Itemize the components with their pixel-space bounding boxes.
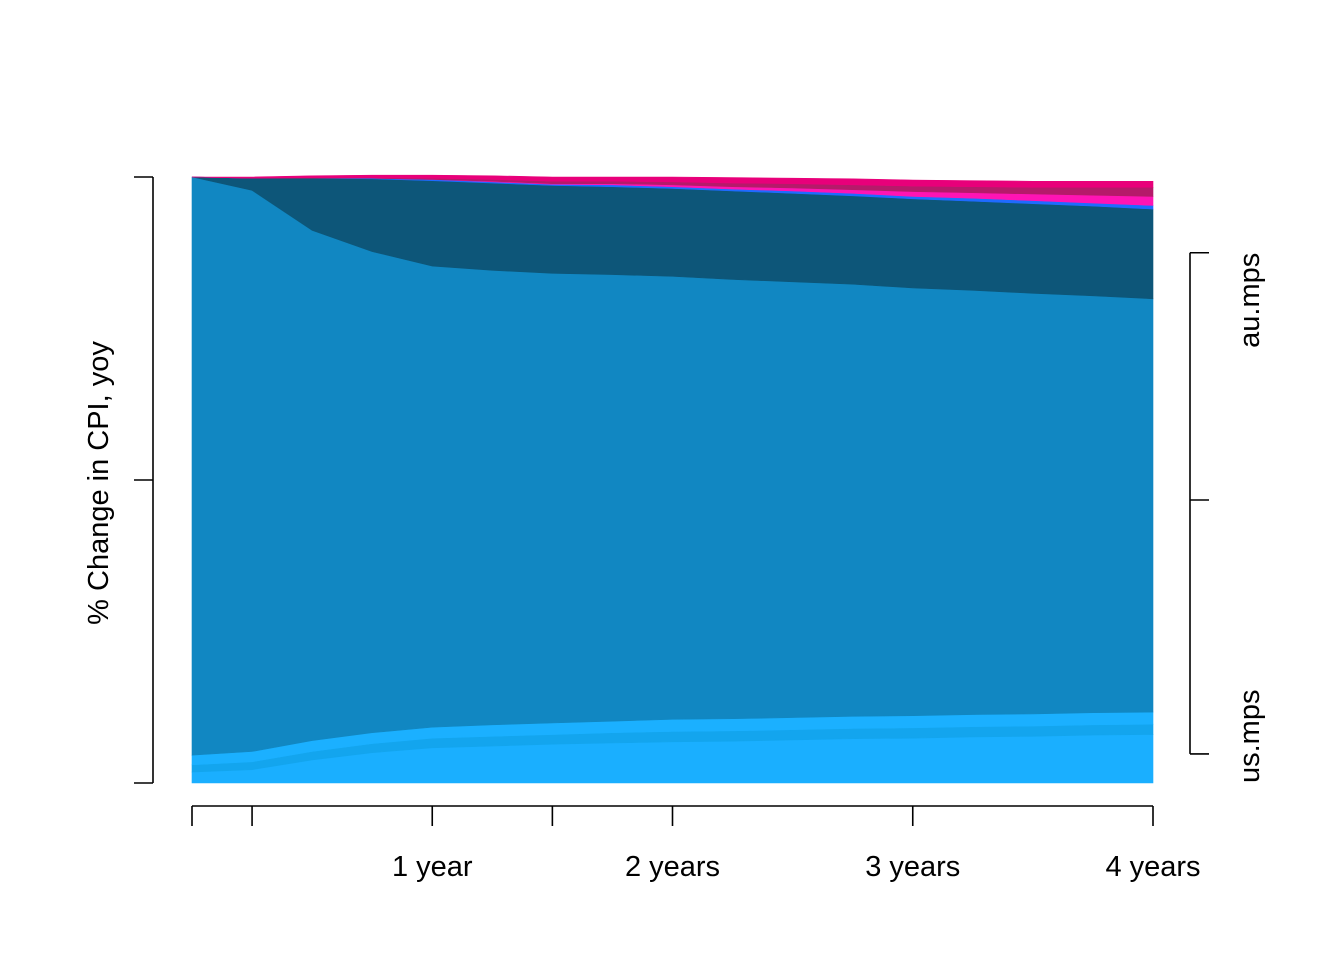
right-y-axis: us.mps au.mps (1189, 251, 1266, 783)
area-series-9 (191, 174, 1154, 188)
x-tick-label: 4 years (1105, 851, 1200, 883)
y-axis-label: % Change in CPI, yoy (83, 341, 115, 625)
x-tick-label: 3 years (865, 851, 960, 883)
x-axis: 1 year 2 years 3 years 4 years (191, 805, 1201, 883)
x-tick-label: 1 year (392, 851, 473, 883)
x-tick-label: 2 years (625, 851, 720, 883)
stacked-areas (191, 174, 1154, 784)
left-y-axis (134, 176, 154, 784)
right-axis-label: au.mps (1234, 253, 1266, 348)
right-axis-label: us.mps (1234, 690, 1266, 783)
